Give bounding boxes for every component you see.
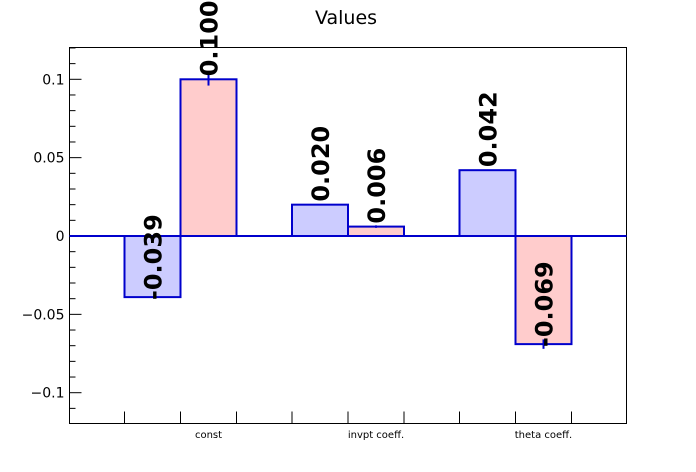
y-tick-label: −0.05 — [22, 307, 65, 323]
y-tick-label: −0.1 — [31, 386, 65, 402]
x-category-label: const — [195, 430, 222, 441]
y-tick-label: 0 — [56, 229, 65, 245]
data-labels-layer: -0.039 0.020 0.042 0.100 0.006 -0.069 — [140, 0, 559, 347]
bar — [458, 169, 517, 238]
bar-value-label: 0.020 — [307, 126, 335, 202]
bar — [514, 235, 573, 346]
bar-value-label: 0.100 — [196, 0, 224, 76]
bar-value-label: 0.006 — [363, 148, 391, 224]
bar-value-label: -0.039 — [140, 214, 168, 300]
bars-layer — [123, 73, 573, 349]
bar-value-label: -0.069 — [531, 261, 559, 347]
y-tick-label: 0.05 — [33, 151, 64, 167]
x-category-label: theta coeff. — [515, 430, 572, 441]
bar — [291, 203, 349, 238]
chart-title: Values — [315, 7, 377, 29]
bar — [179, 78, 238, 237]
bar — [347, 225, 405, 238]
x-category-label: invpt coeff. — [348, 430, 404, 441]
x-axis-ticks: const invpt coeff. theta coeff. — [124, 411, 572, 441]
bar-value-label: 0.042 — [475, 91, 503, 167]
y-axis-ticks: 0.1 0.05 0 −0.05 −0.1 — [22, 47, 82, 409]
y-tick-label: 0.1 — [42, 72, 64, 88]
